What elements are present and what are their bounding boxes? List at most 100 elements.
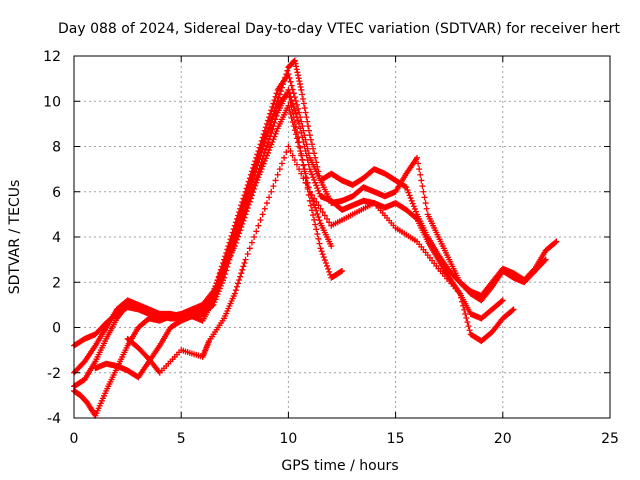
- data-point: [290, 123, 297, 130]
- x-tick-label: 15: [387, 431, 405, 447]
- data-point: [417, 171, 424, 178]
- data-point: [412, 208, 419, 215]
- data-point: [306, 132, 313, 139]
- data-point: [312, 221, 319, 228]
- data-point: [306, 188, 313, 195]
- data-point: [243, 190, 250, 197]
- data-point: [305, 123, 312, 130]
- data-point: [299, 157, 306, 164]
- data-point: [318, 248, 325, 255]
- y-tick-label: 2: [52, 275, 61, 291]
- data-point: [240, 263, 247, 270]
- data-point: [298, 152, 305, 159]
- data-point: [326, 268, 333, 275]
- y-tick-label: 8: [52, 140, 61, 156]
- data-point: [301, 143, 308, 150]
- x-tick-label: 25: [601, 431, 619, 447]
- data-point: [253, 179, 260, 186]
- data-point: [302, 148, 309, 155]
- data-point: [286, 74, 293, 81]
- data-point: [304, 157, 311, 164]
- data-point: [251, 234, 258, 240]
- data-point: [410, 203, 417, 210]
- data-point: [270, 183, 277, 190]
- data-point: [310, 212, 317, 219]
- data-point: [235, 280, 242, 287]
- data-point: [254, 176, 261, 183]
- data-point: [248, 239, 255, 246]
- data-point: [287, 99, 294, 106]
- data-point: [287, 148, 294, 155]
- data-point: [298, 86, 305, 93]
- data-point: [316, 240, 323, 247]
- data-point: [311, 195, 318, 202]
- data-point: [302, 179, 309, 186]
- data-point: [296, 143, 303, 150]
- data-point: [261, 205, 268, 212]
- data-point: [273, 128, 280, 135]
- data-point: [303, 114, 310, 121]
- data-point: [287, 110, 294, 117]
- data-point: [266, 124, 273, 131]
- data-point: [232, 287, 239, 294]
- data-point: [256, 152, 263, 159]
- data-point: [412, 214, 419, 221]
- data-point: [314, 210, 321, 217]
- y-tick-label: 4: [52, 230, 61, 246]
- data-point: [552, 239, 559, 246]
- data-point: [273, 105, 280, 112]
- data-point: [272, 130, 279, 137]
- data-point: [300, 161, 307, 168]
- data-point: [306, 166, 313, 173]
- data-point: [269, 116, 276, 123]
- data-point: [325, 265, 332, 272]
- data-point: [311, 176, 318, 183]
- data-point: [313, 226, 320, 233]
- data-point: [312, 179, 319, 186]
- data-point: [298, 170, 305, 177]
- data-point: [239, 220, 246, 227]
- data-point: [216, 278, 223, 285]
- data-point: [293, 161, 300, 168]
- data-point: [259, 211, 266, 218]
- data-point: [315, 187, 322, 194]
- data-point: [247, 177, 254, 184]
- data-point: [258, 145, 265, 152]
- data-point: [319, 251, 326, 258]
- x-tick-label: 20: [494, 431, 512, 447]
- data-point: [248, 174, 255, 181]
- data-point: [313, 207, 320, 214]
- data-point: [314, 185, 321, 192]
- data-point: [298, 129, 305, 136]
- data-point: [244, 186, 251, 193]
- data-point: [236, 214, 243, 221]
- data-point: [260, 160, 267, 167]
- x-tick-label: 5: [177, 431, 186, 447]
- data-point: [292, 131, 299, 138]
- y-tick-label: 10: [43, 94, 61, 110]
- data-point: [310, 174, 317, 181]
- data-point: [270, 136, 277, 143]
- data-point: [272, 93, 279, 100]
- data-point: [230, 232, 237, 239]
- axis-ticks: [73, 55, 611, 419]
- data-point: [251, 186, 258, 193]
- data-point: [285, 71, 292, 78]
- data-point: [233, 283, 240, 290]
- data-point: [322, 260, 329, 267]
- data-point: [463, 314, 470, 321]
- data-point: [276, 91, 283, 98]
- y-tick-label: 0: [52, 321, 61, 337]
- data-point: [244, 250, 251, 257]
- data-point: [326, 219, 333, 226]
- data-point: [310, 145, 317, 152]
- data-point: [275, 94, 282, 101]
- data-point: [423, 205, 430, 212]
- data-point: [315, 202, 322, 209]
- data-point: [421, 194, 428, 201]
- data-point: [256, 171, 263, 178]
- data-point: [246, 180, 253, 187]
- data-point: [214, 284, 221, 291]
- data-point: [337, 268, 344, 275]
- data-point: [302, 109, 309, 116]
